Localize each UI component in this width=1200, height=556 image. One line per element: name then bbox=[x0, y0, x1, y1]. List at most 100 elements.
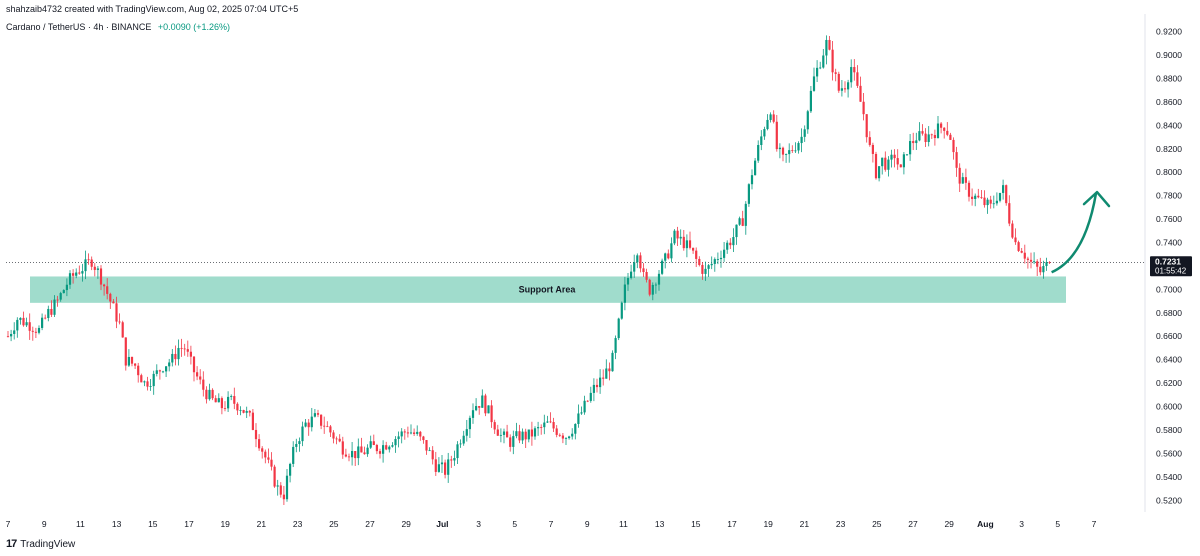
y-tick-label: 0.9000 bbox=[1156, 50, 1182, 60]
candle-body bbox=[22, 317, 25, 326]
x-tick-label: 25 bbox=[872, 519, 882, 529]
candle-body bbox=[34, 331, 37, 333]
candle-body bbox=[1039, 266, 1042, 273]
candle-body bbox=[509, 437, 512, 447]
candle-body bbox=[183, 348, 186, 350]
candle-body bbox=[47, 308, 50, 318]
candle-body bbox=[1033, 261, 1036, 263]
candle-body bbox=[630, 271, 633, 279]
candle-body bbox=[127, 356, 130, 366]
x-tick-label: 13 bbox=[655, 519, 665, 529]
candle-body bbox=[208, 389, 211, 400]
y-tick-label: 0.9200 bbox=[1156, 27, 1182, 37]
candle-body bbox=[1005, 185, 1008, 204]
x-tick-label: 21 bbox=[257, 519, 267, 529]
x-tick-label: Jul bbox=[436, 519, 448, 529]
candle-body bbox=[425, 440, 428, 451]
candle-body bbox=[533, 428, 537, 437]
candle-body bbox=[912, 141, 915, 144]
candle-body bbox=[713, 259, 716, 264]
candle-body bbox=[41, 317, 44, 328]
candle-body bbox=[676, 230, 679, 239]
x-tick-label: 3 bbox=[476, 519, 481, 529]
support-area-label: Support Area bbox=[519, 285, 577, 295]
candle-body bbox=[1014, 237, 1017, 243]
candle-body bbox=[140, 375, 143, 383]
candle-body bbox=[335, 438, 338, 440]
candle-body bbox=[354, 451, 357, 459]
candle-body bbox=[332, 432, 335, 439]
candle-body bbox=[639, 255, 642, 269]
candle-body bbox=[971, 196, 974, 199]
candle-body bbox=[220, 398, 223, 409]
candle-body bbox=[936, 123, 940, 139]
candle-body bbox=[859, 85, 862, 102]
candle-body bbox=[400, 431, 403, 437]
candle-body bbox=[847, 82, 850, 90]
candle-body bbox=[1042, 266, 1045, 273]
candle-body bbox=[1048, 262, 1051, 264]
candle-body bbox=[103, 284, 106, 287]
candle-body bbox=[316, 413, 320, 415]
candle-body bbox=[1011, 223, 1014, 238]
candle-body bbox=[561, 435, 564, 439]
candle-body bbox=[611, 352, 614, 372]
candle-body bbox=[589, 392, 592, 401]
candle-body bbox=[657, 273, 661, 285]
candle-body bbox=[580, 412, 583, 414]
candle-body bbox=[214, 398, 217, 403]
candle-body bbox=[537, 427, 540, 429]
candle-body bbox=[437, 464, 440, 472]
candle-body bbox=[704, 268, 707, 274]
tradingview-logo[interactable]: 17 TradingView bbox=[6, 538, 75, 550]
candle-body bbox=[549, 421, 552, 423]
candle-body bbox=[115, 303, 118, 322]
candle-body bbox=[617, 318, 620, 339]
x-tick-label: Aug bbox=[977, 519, 994, 529]
candle-body bbox=[521, 431, 524, 441]
candle-body bbox=[450, 459, 453, 461]
candle-body bbox=[13, 330, 16, 334]
bar-countdown: 01:55:42 bbox=[1155, 266, 1187, 275]
candle-body bbox=[878, 166, 881, 179]
x-tick-label: 19 bbox=[763, 519, 773, 529]
x-tick-label: 7 bbox=[549, 519, 554, 529]
candle-body bbox=[595, 384, 599, 388]
candle-body bbox=[301, 426, 304, 442]
y-tick-label: 0.8400 bbox=[1156, 120, 1182, 130]
candle-body bbox=[930, 134, 933, 136]
attribution-text: shahzaib4732 created with TradingView.co… bbox=[6, 4, 299, 14]
candle-body bbox=[56, 299, 59, 301]
candle-body bbox=[158, 370, 161, 372]
x-tick-label: 7 bbox=[1092, 519, 1097, 529]
candle-body bbox=[205, 389, 208, 400]
candle-body bbox=[943, 127, 946, 131]
candlestick-series bbox=[6, 35, 1051, 506]
candle-body bbox=[329, 426, 332, 433]
candle-body bbox=[884, 157, 887, 170]
x-tick-label: 19 bbox=[220, 519, 230, 529]
x-tick-label: 29 bbox=[401, 519, 411, 529]
candle-body bbox=[896, 158, 899, 165]
candle-body bbox=[276, 485, 279, 487]
candle-body bbox=[642, 268, 645, 273]
candle-body bbox=[940, 123, 943, 128]
candle-body bbox=[583, 400, 586, 413]
candle-body bbox=[927, 134, 930, 143]
candle-body bbox=[161, 371, 165, 373]
candle-body bbox=[958, 167, 961, 184]
candle-body bbox=[633, 262, 636, 272]
candle-body bbox=[75, 272, 78, 276]
candle-body bbox=[707, 265, 710, 269]
y-tick-label: 0.6600 bbox=[1156, 331, 1182, 341]
candle-body bbox=[484, 395, 487, 414]
candle-body bbox=[59, 293, 62, 300]
candle-body bbox=[245, 410, 248, 413]
candle-body bbox=[747, 184, 750, 204]
candle-body bbox=[766, 119, 769, 130]
candle-body bbox=[850, 67, 853, 83]
x-tick-label: 9 bbox=[42, 519, 47, 529]
x-tick-label: 5 bbox=[512, 519, 517, 529]
candle-body bbox=[223, 408, 227, 409]
